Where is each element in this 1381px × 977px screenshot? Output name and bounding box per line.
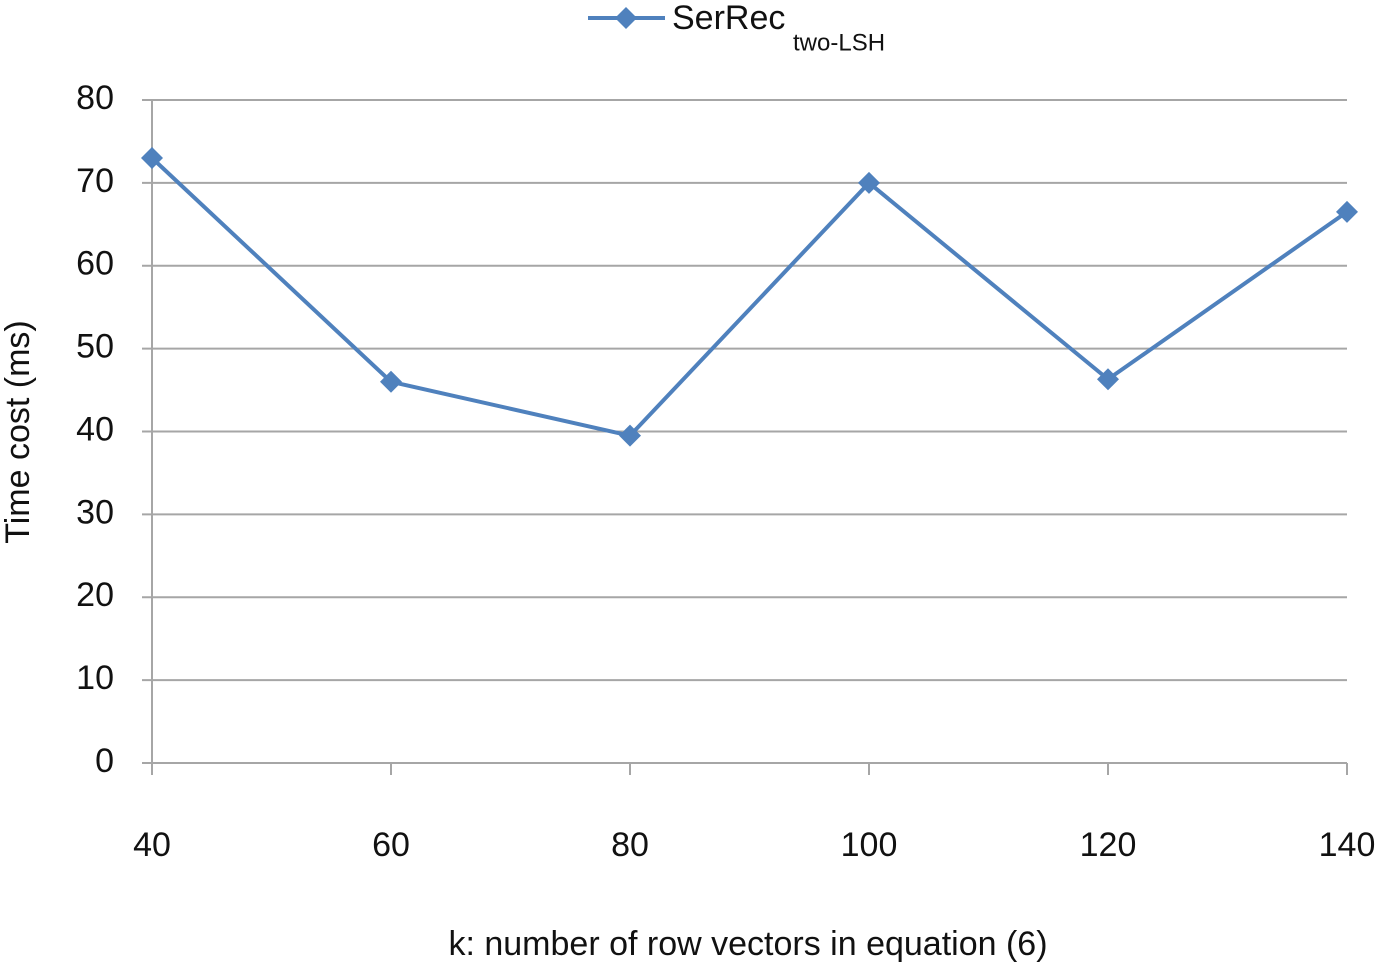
y-tick-label: 20 bbox=[76, 576, 114, 614]
x-tick-label: 80 bbox=[611, 826, 649, 864]
y-tick-label: 30 bbox=[76, 493, 114, 531]
x-tick-label: 140 bbox=[1319, 826, 1376, 864]
y-tick-label: 60 bbox=[76, 245, 114, 283]
x-tick-label: 120 bbox=[1080, 826, 1137, 864]
y-tick-label: 0 bbox=[95, 742, 114, 780]
data-point bbox=[380, 370, 402, 393]
y-tick-label: 50 bbox=[76, 328, 114, 366]
y-axis-label: Time cost (ms) bbox=[0, 320, 37, 544]
data-point bbox=[619, 424, 641, 447]
x-tick-label: 100 bbox=[841, 826, 898, 864]
data-point bbox=[858, 171, 880, 194]
legend-label: SerRec bbox=[672, 0, 785, 37]
x-tick-label: 60 bbox=[372, 826, 410, 864]
data-point bbox=[141, 147, 163, 170]
data-line bbox=[150, 156, 1349, 438]
legend-marker bbox=[615, 7, 637, 29]
data-point bbox=[1097, 368, 1119, 391]
x-tick-label: 40 bbox=[133, 826, 171, 864]
y-tick-label: 40 bbox=[76, 410, 114, 448]
legend-subscript: two-LSH bbox=[793, 29, 885, 56]
y-tick-label: 10 bbox=[76, 659, 114, 697]
x-axis-label: k: number of row vectors in equation (6) bbox=[448, 925, 1047, 963]
data-point bbox=[1336, 200, 1358, 223]
y-tick-label: 80 bbox=[76, 79, 114, 117]
y-tick-label: 70 bbox=[76, 162, 114, 200]
